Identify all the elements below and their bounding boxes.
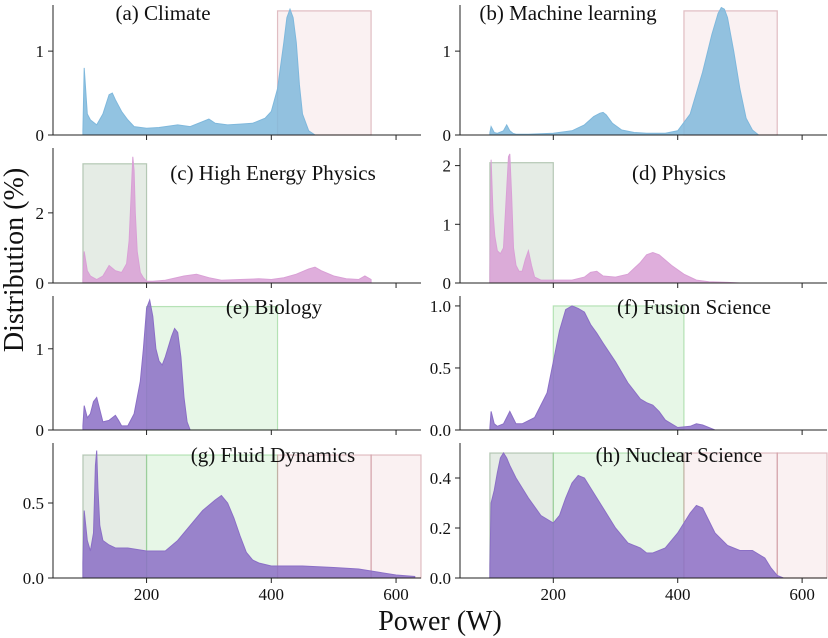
y-tick-label: 0	[443, 126, 452, 145]
series-area	[82, 156, 372, 284]
y-tick-label: 0.0	[430, 421, 451, 440]
series-area	[82, 450, 416, 579]
x-axis-label: Power (W)	[378, 606, 502, 637]
y-tick-label: 1	[36, 42, 45, 61]
y-tick-label: 1	[36, 340, 45, 359]
band-red-4	[370, 454, 422, 579]
band-red-4	[776, 452, 828, 579]
y-tick-label: 2	[443, 157, 452, 176]
y-tick-label: 0.4	[430, 469, 452, 488]
y-tick-label: 0	[36, 421, 45, 440]
series-area	[82, 7, 317, 136]
y-tick-label: 0	[443, 274, 452, 293]
x-tick-label: 200	[541, 585, 567, 604]
y-tick-label: 0.5	[23, 494, 44, 513]
panel-1: 0 1 (a) Climate	[36, 1, 421, 145]
y-tick-label: 2	[36, 204, 45, 223]
y-axis-label: Distribution (%)	[0, 168, 30, 352]
series-area	[82, 298, 191, 431]
panel-4: 0 1 2 (d) Physics	[443, 148, 827, 293]
panel-7: 0.0 0.5 200 400 600 (g) Fluid Dynamics	[23, 443, 422, 604]
panel-3: 0 2 (c) High Energy Physics	[36, 148, 421, 293]
y-tick-label: 0.0	[430, 569, 451, 588]
panel-2: 0 1 (b) Machine learning	[443, 1, 827, 145]
panel-8: 0.0 0.2 0.4 200 400 600 (h) Nuclear Science	[430, 443, 828, 604]
y-tick-label: 0.0	[23, 569, 44, 588]
series-area	[489, 153, 740, 284]
panel-title: (c) High Energy Physics	[170, 161, 376, 185]
x-tick-label: 400	[665, 585, 691, 604]
series-area	[489, 6, 761, 136]
panels-group: 0 1 (a) Climate 0 1 (b) Machine learning 0 2 (c)…	[23, 1, 828, 604]
panel-6: 0.0 0.5 1.0 (f) Fusion Science	[430, 295, 827, 440]
y-tick-label: 0	[36, 274, 45, 293]
panel-title: (e) Biology	[226, 295, 323, 319]
y-tick-label: 0.5	[430, 359, 451, 378]
y-tick-label: 1	[443, 215, 452, 234]
series-area	[489, 305, 716, 431]
x-tick-label: 400	[259, 585, 285, 604]
y-tick-label: 0	[36, 126, 45, 145]
y-tick-label: 1	[443, 42, 452, 61]
panel-title: (g) Fluid Dynamics	[191, 443, 355, 467]
x-tick-label: 600	[789, 585, 815, 604]
panel-title: (h) Nuclear Science	[596, 443, 763, 467]
panel-title: (d) Physics	[632, 161, 726, 185]
panel-title: (b) Machine learning	[479, 1, 657, 25]
x-tick-label: 200	[134, 585, 160, 604]
y-tick-label: 0.2	[430, 519, 451, 538]
panel-title: (a) Climate	[115, 1, 210, 25]
y-tick-label: 1.0	[430, 297, 451, 316]
series-area	[489, 452, 784, 579]
panel-5: 0 1 (e) Biology	[36, 295, 421, 440]
x-tick-label: 600	[383, 585, 409, 604]
band-red-3	[276, 454, 372, 579]
panel-title: (f) Fusion Science	[617, 295, 771, 319]
